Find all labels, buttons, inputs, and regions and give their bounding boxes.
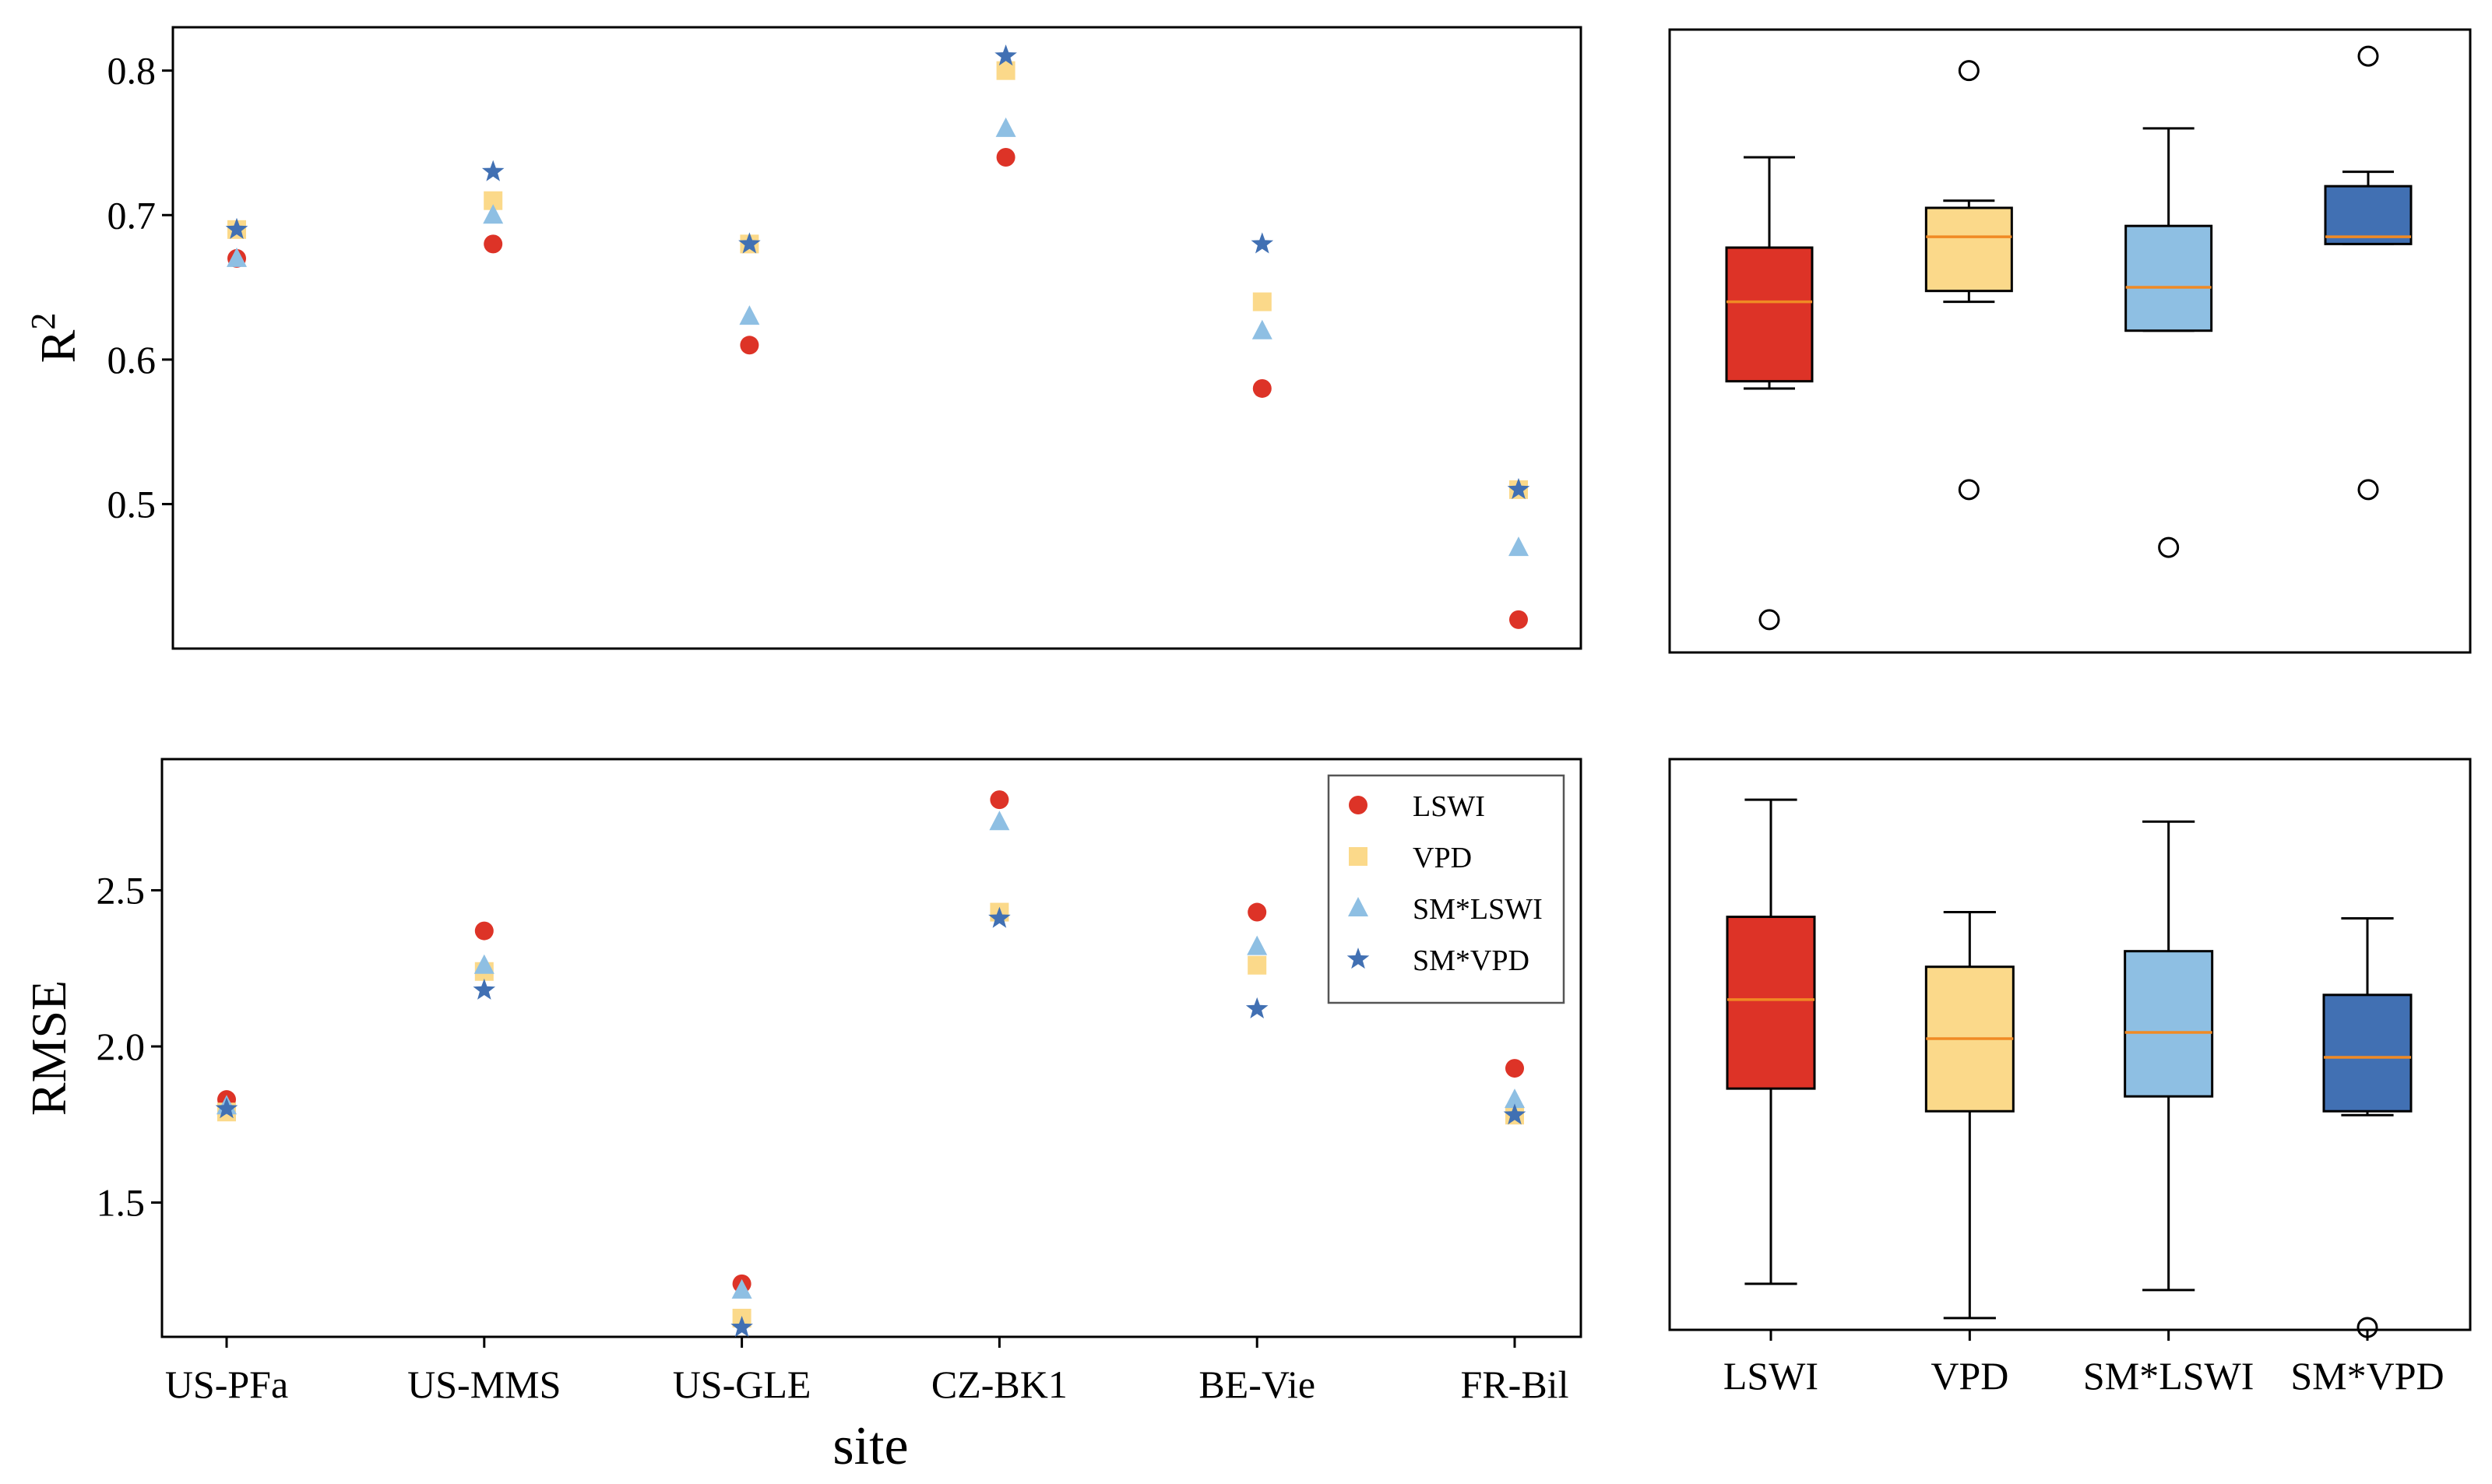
legend-label-lswi: LSWI	[1413, 790, 1485, 823]
r2-outlier-vpd	[1959, 62, 1978, 80]
r2-outlier-sm-lswi	[2159, 538, 2178, 557]
rmse-point-sm-lswi-cz-bk1	[989, 811, 1009, 830]
legend: LSWI VPD SM*LSWI SM*VPD	[1329, 775, 1564, 1003]
r2-point-sm-lswi-fr-bil	[1508, 536, 1529, 556]
rmse-box-lswi	[1727, 800, 1814, 1284]
r2-point-sm-lswi-us-gle	[739, 305, 759, 325]
r2-box-sm-vpd	[2325, 47, 2411, 499]
legend-label-sm-lswi: SM*LSWI	[1413, 893, 1543, 926]
r2-point-sm-vpd-be-vie	[1251, 232, 1274, 253]
legend-marker-lswi	[1349, 796, 1367, 814]
rmse-point-lswi-cz-bk1	[990, 790, 1008, 809]
r2-point-lswi-be-vie	[1253, 379, 1272, 398]
rmse-point-lswi-us-mms	[475, 922, 494, 941]
rmse-box-panel: LSWI VPD SM*LSWI SM*VPD	[1670, 759, 2470, 1398]
legend-marker-vpd	[1349, 847, 1367, 866]
rmse-box-vpd	[1926, 913, 2013, 1318]
site-xtick-label: US-MMS	[407, 1363, 561, 1406]
site-xtick-label: CZ-BK1	[931, 1363, 1068, 1406]
model-xtick-label: SM*VPD	[2290, 1354, 2444, 1398]
r2-box-vpd	[1926, 62, 2012, 499]
rmse-box-sm-vpd	[2324, 919, 2411, 1337]
rmse-point-sm-vpd-us-mms	[473, 979, 496, 1000]
model-xtick-label: SM*LSWI	[2083, 1354, 2254, 1398]
site-xlabel: site	[832, 1416, 908, 1476]
site-xtick-label: US-PFa	[165, 1363, 288, 1406]
r2-box-body-vpd	[1926, 208, 2012, 291]
r2-point-lswi-us-mms	[484, 234, 502, 253]
r2-ytick-label: 0.8	[107, 49, 157, 93]
rmse-box-body-sm-vpd	[2324, 995, 2411, 1111]
r2-scatter-frame	[173, 27, 1581, 649]
r2-point-lswi-cz-bk1	[997, 148, 1015, 167]
site-xtick-label: BE-Vie	[1198, 1363, 1315, 1406]
rmse-ylabel: RMSE	[21, 980, 76, 1116]
r2-box-body-sm-vpd	[2325, 186, 2411, 244]
r2-outlier-sm-vpd	[2359, 480, 2378, 499]
r2-box-sm-lswi	[2126, 128, 2212, 557]
r2-point-lswi-fr-bil	[1509, 610, 1528, 629]
r2-point-sm-lswi-cz-bk1	[996, 118, 1016, 137]
r2-outlier-vpd	[1959, 480, 1978, 499]
site-xtick-label: FR-Bil	[1461, 1363, 1569, 1406]
rmse-scatter-panel: 1.5 2.0 2.5 US-PFa US-MMS US-GLE CZ-BK1 BE-Vie…	[21, 759, 1581, 1476]
r2-ytick-label: 0.6	[107, 338, 157, 382]
r2-box-panel	[1670, 30, 2470, 652]
rmse-ytick-label: 2.5	[97, 868, 146, 912]
rmse-point-sm-vpd-be-vie	[1246, 997, 1269, 1018]
r2-scatter-panel: 0.5 0.6 0.7 0.8 R2	[24, 27, 1581, 649]
site-xtick-label: US-GLE	[673, 1363, 811, 1406]
r2-ylabel: R2	[24, 313, 86, 364]
rmse-point-lswi-be-vie	[1248, 903, 1266, 922]
r2-box-body-lswi	[1726, 248, 1812, 382]
rmse-box-body-lswi	[1727, 917, 1814, 1089]
r2-point-vpd-cz-bk1	[997, 62, 1015, 80]
r2-point-sm-lswi-be-vie	[1252, 320, 1272, 339]
rmse-point-vpd-be-vie	[1248, 956, 1266, 975]
model-xtick-label: VPD	[1931, 1354, 2008, 1398]
rmse-point-lswi-fr-bil	[1505, 1059, 1524, 1078]
r2-ylabel-superscript: 2	[24, 313, 62, 330]
r2-ytick-label: 0.7	[107, 193, 157, 237]
r2-outlier-sm-vpd	[2359, 47, 2378, 65]
rmse-ytick-label: 1.5	[97, 1181, 146, 1225]
r2-ytick-label: 0.5	[107, 482, 157, 526]
legend-label-sm-vpd: SM*VPD	[1413, 944, 1529, 977]
rmse-point-sm-lswi-be-vie	[1247, 936, 1267, 955]
legend-label-vpd: VPD	[1413, 842, 1472, 874]
rmse-box-body-sm-lswi	[2125, 951, 2212, 1097]
r2-box-body-sm-lswi	[2126, 226, 2212, 331]
rmse-ytick-label: 2.0	[97, 1025, 146, 1068]
model-xtick-label: LSWI	[1723, 1354, 1818, 1398]
r2-box-lswi	[1726, 157, 1812, 629]
rmse-box-sm-lswi	[2125, 821, 2212, 1290]
r2-point-lswi-us-gle	[740, 336, 759, 354]
figure: 0.5 0.6 0.7 0.8 R2 1.5 2.0 2.5 US-PFa US-MMS US…	[0, 0, 2492, 1484]
r2-point-vpd-be-vie	[1253, 293, 1272, 311]
r2-outlier-lswi	[1760, 610, 1779, 629]
r2-point-sm-vpd-us-mms	[482, 160, 505, 181]
